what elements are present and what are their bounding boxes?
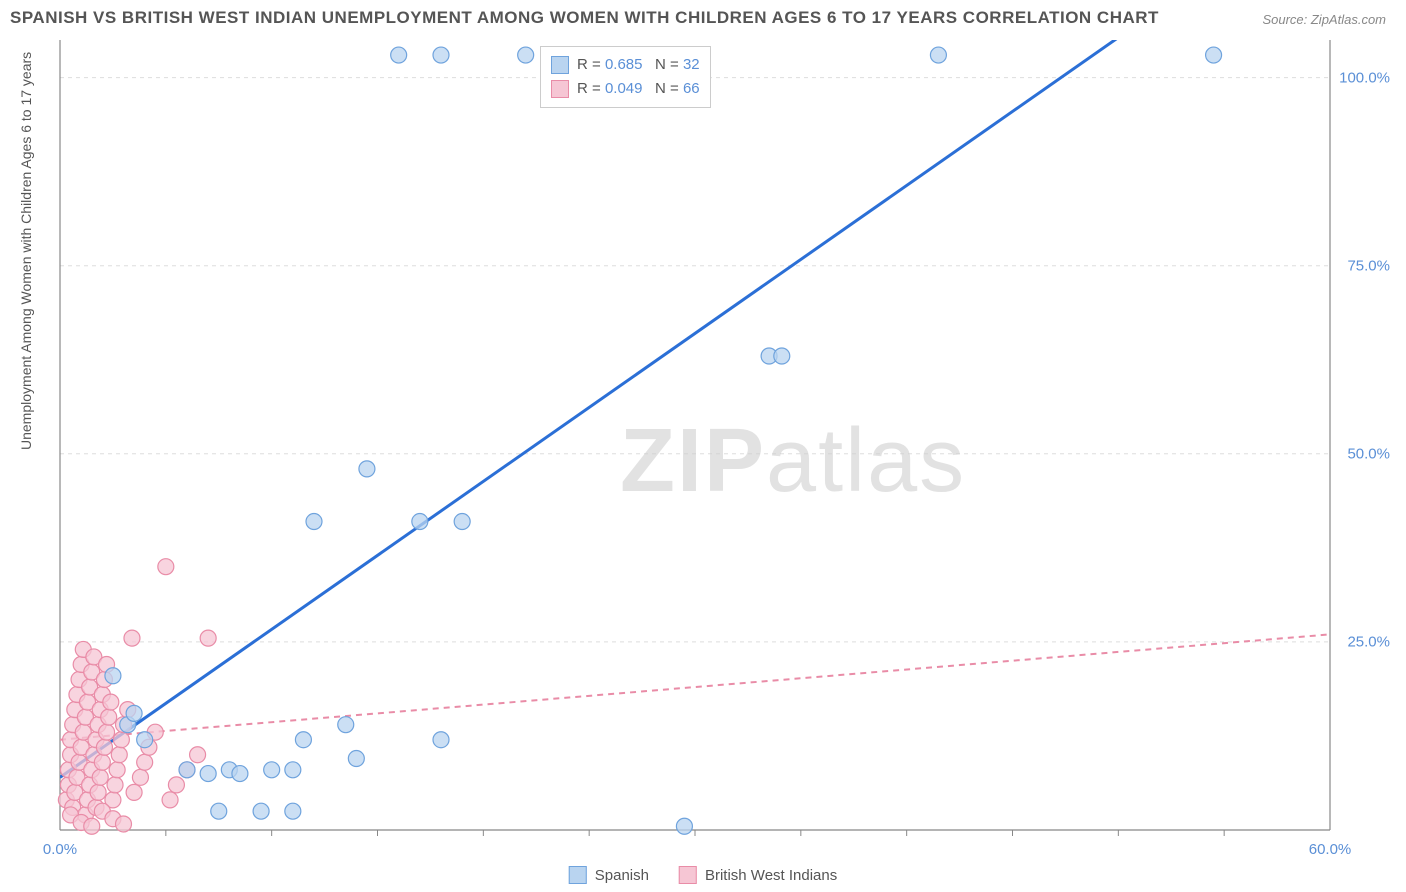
- legend-swatch: [569, 866, 587, 884]
- legend-item: Spanish: [569, 866, 649, 884]
- legend-swatch: [551, 56, 569, 74]
- correlation-legend: R = 0.685 N = 32R = 0.049 N = 66: [540, 46, 711, 108]
- chart-svg: [60, 40, 1330, 830]
- legend-item: British West Indians: [679, 866, 837, 884]
- plot-area: ZIPatlas 25.0%50.0%75.0%100.0% 0.0%60.0%…: [60, 40, 1330, 830]
- legend-text: R = 0.049 N = 66: [577, 77, 700, 101]
- legend-row: R = 0.049 N = 66: [551, 77, 700, 101]
- x-tick-label: 60.0%: [1309, 841, 1352, 858]
- y-tick-label: 75.0%: [1347, 257, 1390, 274]
- y-tick-label: 25.0%: [1347, 633, 1390, 650]
- legend-swatch: [551, 80, 569, 98]
- legend-swatch: [679, 866, 697, 884]
- chart-title: SPANISH VS BRITISH WEST INDIAN UNEMPLOYM…: [10, 8, 1159, 28]
- y-axis-label: Unemployment Among Women with Children A…: [18, 52, 34, 450]
- source-label: Source: ZipAtlas.com: [1262, 12, 1386, 27]
- legend-text: R = 0.685 N = 32: [577, 53, 700, 77]
- legend-row: R = 0.685 N = 32: [551, 53, 700, 77]
- x-tick-label: 0.0%: [43, 841, 77, 858]
- series-legend: Spanish British West Indians: [569, 866, 838, 884]
- legend-label: British West Indians: [705, 867, 837, 884]
- legend-label: Spanish: [595, 867, 649, 884]
- y-tick-label: 50.0%: [1347, 445, 1390, 462]
- y-tick-label: 100.0%: [1339, 69, 1390, 86]
